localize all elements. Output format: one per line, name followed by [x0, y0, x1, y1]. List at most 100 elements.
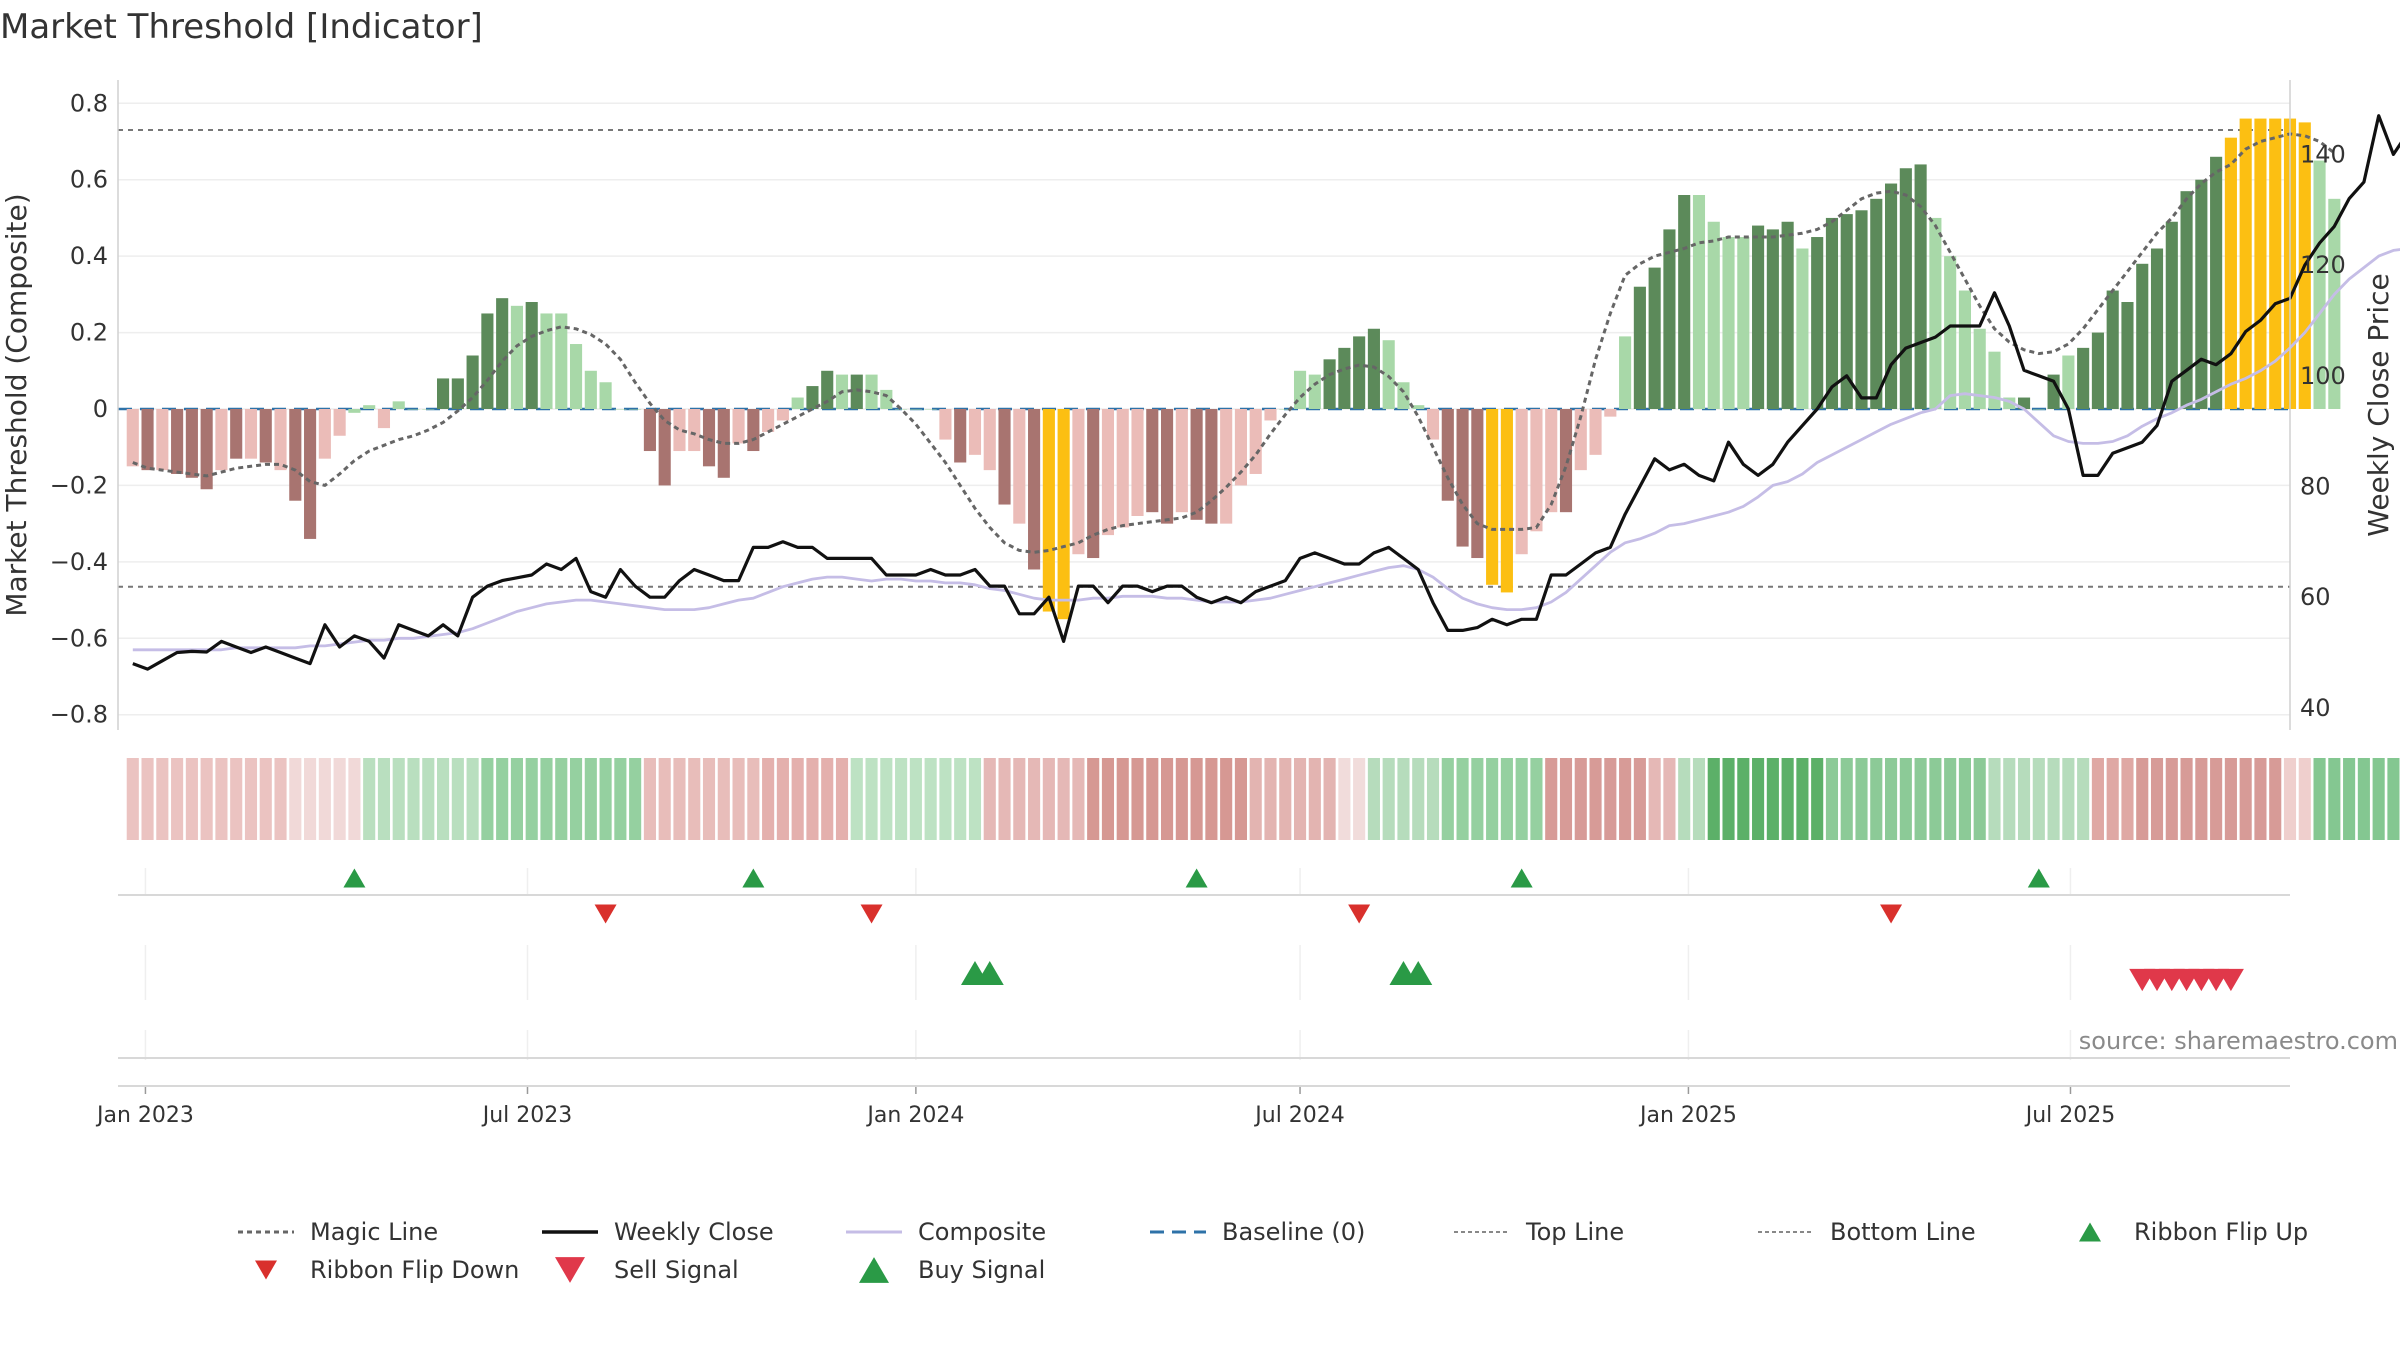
threshold-bar — [2210, 156, 2223, 409]
threshold-bar — [1456, 409, 1469, 547]
threshold-bar — [1589, 409, 1602, 455]
ribbon-cell — [1220, 758, 1233, 840]
magic-line-line — [132, 132, 2336, 554]
legend-item: Ribbon Flip Down — [255, 1256, 519, 1284]
buy-signal-marker — [1404, 960, 1433, 986]
legend-swatch — [2079, 1222, 2101, 1242]
threshold-bar — [1692, 195, 1706, 409]
reference-lines — [118, 129, 2290, 588]
threshold-bar — [968, 409, 982, 455]
y-tick-label: 0 — [93, 395, 108, 423]
ribbon-flip-up-marker — [1185, 868, 1208, 888]
ribbon-cell — [481, 758, 494, 840]
ribbon-cell — [2283, 758, 2297, 840]
threshold-bar — [850, 374, 863, 409]
ribbon-cell — [2047, 758, 2060, 840]
threshold-bar — [983, 409, 996, 471]
threshold-bar — [422, 409, 435, 410]
threshold-bar — [895, 409, 908, 410]
legend-label: Ribbon Flip Down — [310, 1256, 519, 1284]
y-tick-label: 0.4 — [70, 242, 108, 270]
y2-tick-label: 60 — [2300, 583, 2331, 611]
threshold-bar — [156, 409, 169, 471]
ribbon-cell — [1958, 758, 1971, 840]
ribbon-cell — [1441, 758, 1454, 840]
legend-item: Composite — [846, 1218, 1046, 1246]
ribbon-cell — [1899, 758, 1912, 840]
ribbon-cell — [2136, 758, 2149, 840]
threshold-bar — [1678, 195, 1691, 409]
source-label: source: sharemaestro.com — [2079, 1027, 2398, 1055]
ribbon-cell — [1205, 758, 1218, 840]
ribbon-cell — [968, 758, 982, 840]
threshold-bar — [1944, 256, 1957, 409]
threshold-bar — [1825, 217, 1839, 409]
threshold-bar — [1707, 221, 1720, 409]
threshold-bar — [1249, 409, 1262, 474]
ribbon-cell — [747, 758, 760, 840]
threshold-bar — [141, 409, 154, 471]
threshold-bar — [200, 409, 213, 490]
ribbon-cell — [1811, 758, 1824, 840]
threshold-bar — [747, 409, 760, 452]
threshold-bar — [732, 409, 745, 444]
ribbon-cell — [540, 758, 553, 840]
threshold-bar — [2121, 302, 2134, 409]
ribbon-cell — [924, 758, 937, 840]
legend-label: Ribbon Flip Up — [2134, 1218, 2308, 1246]
x-tick-label: Jan 2023 — [95, 1103, 194, 1128]
ribbon-cell — [318, 758, 331, 840]
ribbon-cell — [437, 758, 450, 840]
threshold-bar — [126, 409, 139, 467]
ribbon-flip-down-marker — [1880, 904, 1903, 924]
legend-label: Baseline (0) — [1222, 1218, 1365, 1246]
legend-label: Weekly Close — [614, 1218, 774, 1246]
ribbon-cell — [1870, 758, 1883, 840]
threshold-bar — [1397, 382, 1410, 409]
threshold-bar — [1382, 340, 1395, 409]
threshold-bar — [1855, 210, 1868, 409]
ribbon-cell — [1766, 758, 1779, 840]
ribbon-cell — [451, 758, 464, 840]
threshold-bar — [1146, 409, 1159, 513]
legend-swatch — [859, 1257, 889, 1283]
threshold-bar — [540, 313, 553, 409]
ribbon-cell — [2313, 758, 2326, 840]
threshold-bar — [688, 409, 701, 452]
legend-item: Ribbon Flip Up — [2079, 1218, 2308, 1246]
threshold-bar — [584, 370, 597, 409]
ribbon-cell — [2121, 758, 2134, 840]
threshold-bar — [1633, 286, 1646, 409]
ribbon-cell — [1028, 758, 1041, 840]
threshold-bar — [2091, 332, 2104, 409]
threshold-bar — [2106, 290, 2119, 409]
threshold-bar — [451, 378, 464, 409]
y-axis-title: Market Threshold (Composite) — [0, 193, 33, 616]
threshold-bar — [555, 313, 568, 409]
ribbon-cell — [895, 758, 908, 840]
ribbon-cell — [1412, 758, 1425, 840]
threshold-bar — [1367, 328, 1380, 409]
ribbon-cell — [599, 758, 612, 840]
ribbon-cell — [1840, 758, 1853, 840]
threshold-bar — [1885, 183, 1898, 409]
ribbon-cell — [2357, 758, 2370, 840]
ribbon-cell — [1663, 758, 1676, 840]
ribbon-cell — [1500, 758, 1513, 840]
threshold-bar — [230, 409, 243, 459]
threshold-bar — [481, 313, 494, 409]
threshold-bar — [2062, 355, 2075, 409]
ribbon-cell — [1279, 758, 1292, 840]
x-tick-label: Jul 2025 — [2024, 1103, 2116, 1128]
ribbon-cell — [2062, 758, 2075, 840]
threshold-bar — [2017, 397, 2031, 409]
ribbon-cell — [525, 758, 538, 840]
threshold-bar — [2150, 248, 2164, 409]
ribbon-cell — [643, 758, 656, 840]
y2-axis-title: Weekly Close Price — [2362, 273, 2395, 536]
threshold-bar — [1441, 409, 1454, 501]
ribbon-cell — [1988, 758, 2001, 840]
ribbon-flip-up-marker — [1510, 868, 1533, 888]
ribbon-cell — [1161, 758, 1174, 840]
